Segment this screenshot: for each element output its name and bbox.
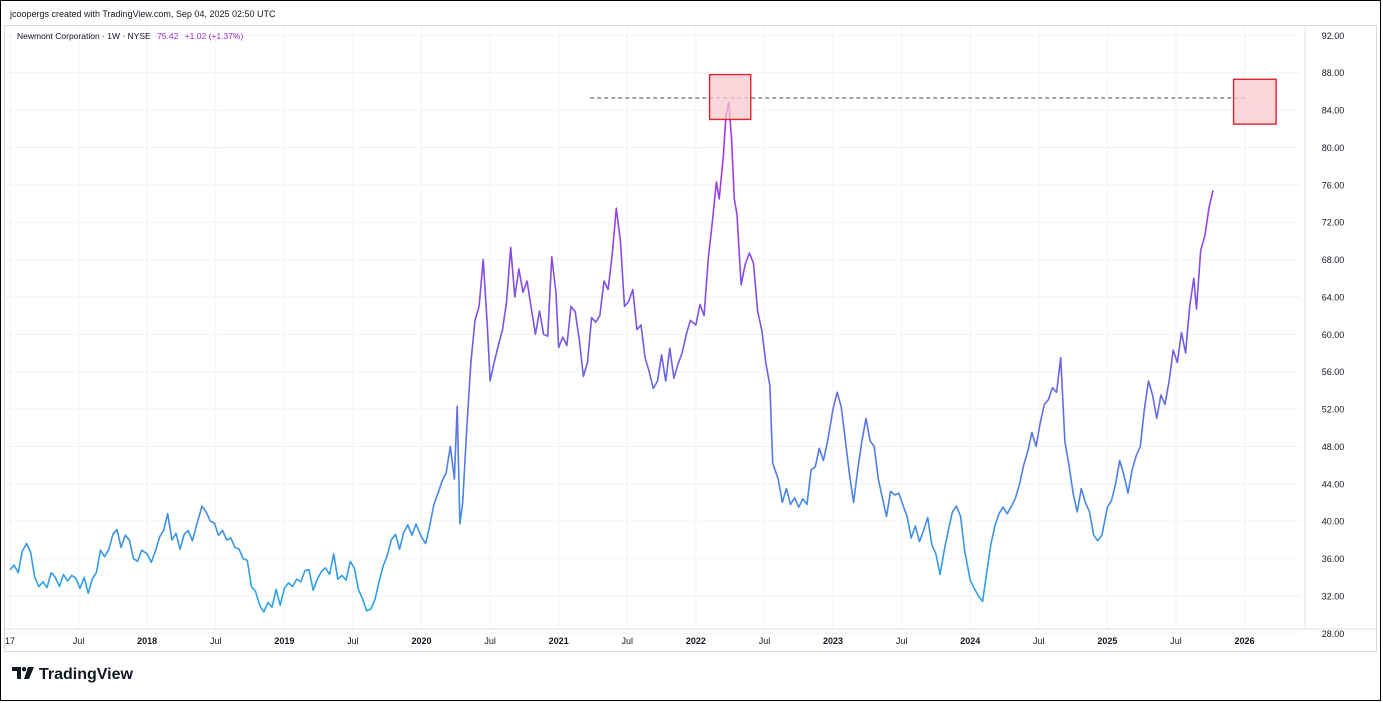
symbol-title: Newmont Corporation · 1W · NYSE bbox=[17, 31, 151, 41]
x-tick-label: Jul bbox=[484, 636, 496, 646]
x-tick-label: 2019 bbox=[274, 636, 294, 646]
y-tick-label: 48.00 bbox=[1322, 442, 1345, 452]
y-tick-label: 72.00 bbox=[1322, 218, 1345, 228]
y-tick-label: 80.00 bbox=[1322, 143, 1345, 153]
y-axis: 92.00 88.00 84.00 80.00 76.00 72.00 68.00 64.00… bbox=[1322, 31, 1345, 639]
x-tick-label: 2023 bbox=[823, 636, 843, 646]
x-tick-label: Jul bbox=[1170, 636, 1182, 646]
y-tick-label: 88.00 bbox=[1322, 68, 1345, 78]
x-tick-label: 2020 bbox=[412, 636, 432, 646]
y-tick-label: 28.00 bbox=[1322, 629, 1345, 639]
tradingview-brand[interactable]: TradingView bbox=[12, 666, 133, 684]
y-tick-label: 68.00 bbox=[1322, 255, 1345, 265]
x-tick-label: Jul bbox=[1033, 636, 1045, 646]
y-tick-label: 60.00 bbox=[1322, 330, 1345, 340]
y-tick-label: 40.00 bbox=[1322, 517, 1345, 527]
y-tick-label: 52.00 bbox=[1322, 405, 1345, 415]
x-tick-label: Jul bbox=[347, 636, 359, 646]
attribution-text: jcoopergs created with TradingView.com, … bbox=[10, 9, 276, 19]
y-tick-label: 56.00 bbox=[1322, 367, 1345, 377]
y-tick-label: 64.00 bbox=[1322, 292, 1345, 302]
highlight-boxes bbox=[708, 73, 1277, 125]
symbol-legend[interactable]: Newmont Corporation · 1W · NYSE 75.42 +1… bbox=[17, 31, 243, 41]
highlight-box bbox=[708, 73, 752, 121]
x-tick-label: Jul bbox=[759, 636, 771, 646]
y-tick-label: 84.00 bbox=[1322, 106, 1345, 116]
x-axis: 17 Jul 2018 Jul 2019 Jul 2020 Jul 2021 Jul 2022 Jul… bbox=[5, 636, 1255, 646]
y-tick-label: 36.00 bbox=[1322, 554, 1345, 564]
price-change: +1.02 (+1.37%) bbox=[184, 31, 244, 41]
last-price: 75.42 bbox=[157, 31, 179, 41]
grid-lines bbox=[5, 26, 1376, 634]
y-tick-label: 92.00 bbox=[1322, 31, 1345, 41]
x-tick-label: Jul bbox=[896, 636, 908, 646]
brand-name: TradingView bbox=[39, 666, 133, 683]
x-tick-label: Jul bbox=[622, 636, 634, 646]
x-tick-label: 2021 bbox=[549, 636, 569, 646]
highlight-box bbox=[1232, 78, 1277, 125]
x-tick-label: Jul bbox=[210, 636, 222, 646]
tradingview-logo-icon bbox=[12, 666, 34, 684]
x-tick-label: 2025 bbox=[1097, 636, 1117, 646]
x-tick-label: 2024 bbox=[960, 636, 980, 646]
x-tick-label: 17 bbox=[5, 636, 15, 646]
x-tick-label: 2026 bbox=[1235, 636, 1255, 646]
x-tick-label: 2022 bbox=[686, 636, 706, 646]
series-group bbox=[9, 101, 1214, 613]
x-tick-label: Jul bbox=[73, 636, 85, 646]
chart-panel[interactable] bbox=[4, 25, 1377, 652]
y-tick-label: 44.00 bbox=[1322, 479, 1345, 489]
price-line bbox=[9, 101, 1214, 613]
x-tick-label: 2018 bbox=[137, 636, 157, 646]
y-tick-label: 76.00 bbox=[1322, 180, 1345, 190]
y-tick-label: 32.00 bbox=[1322, 591, 1345, 601]
